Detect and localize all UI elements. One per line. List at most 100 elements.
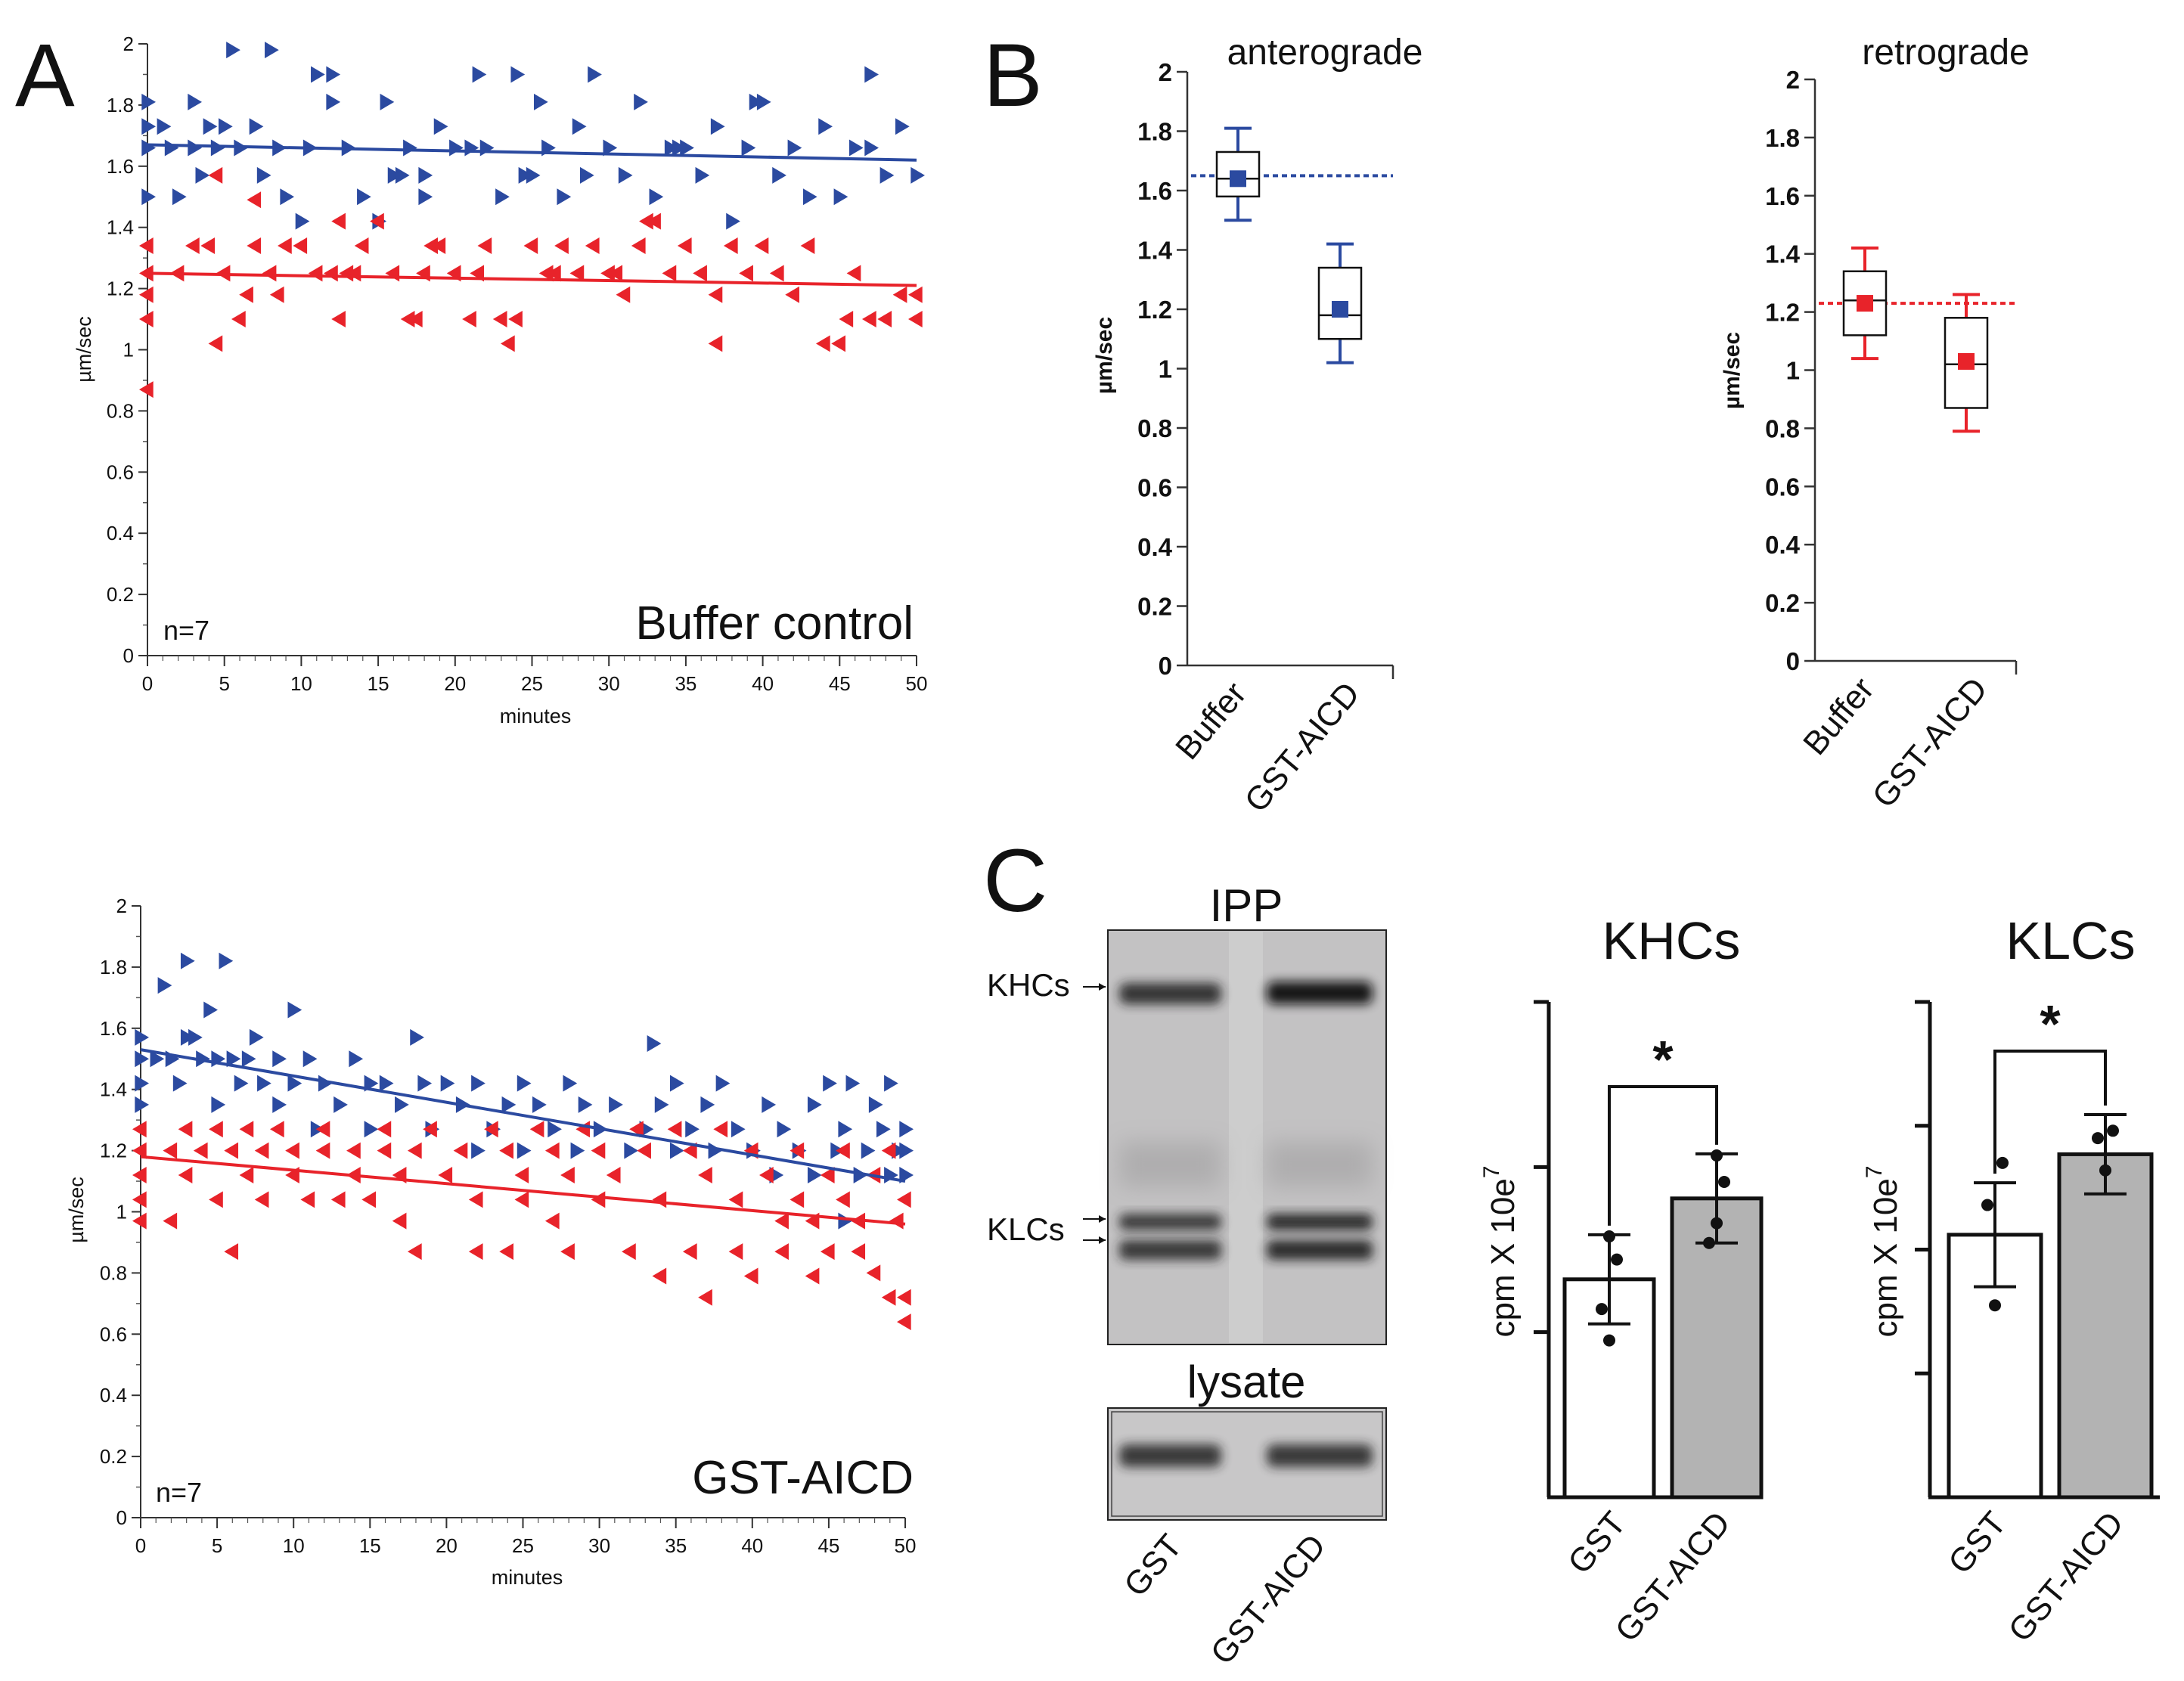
y-tick-label: 1 — [1786, 357, 1800, 385]
retrograde-marker — [508, 311, 523, 328]
chart-title: KHCs — [1602, 911, 1741, 970]
anterograde-marker — [588, 66, 602, 83]
retrograde-marker — [132, 1121, 147, 1138]
anterograde-marker — [501, 1096, 517, 1113]
y-axis-label: µm/sec — [1720, 332, 1745, 409]
klc-arrowhead-1 — [1099, 1215, 1106, 1223]
anterograde-marker — [226, 42, 240, 59]
retrograde-marker — [293, 237, 308, 254]
anterograde-marker — [695, 166, 710, 184]
retrograde-marker — [652, 1267, 667, 1285]
y-tick-label: 0.6 — [1137, 474, 1172, 502]
retrograde-marker — [385, 265, 400, 282]
anterograde-marker — [196, 1050, 210, 1068]
retrograde-marker — [682, 1142, 697, 1159]
anterograde-marker — [570, 1142, 585, 1159]
data-point — [1611, 1253, 1623, 1266]
x-tick-label: 30 — [598, 672, 620, 695]
anterograde-marker — [672, 139, 687, 157]
data-point — [1711, 1217, 1723, 1230]
anterograde-marker — [311, 66, 325, 83]
retrograde-marker — [529, 1121, 544, 1138]
anterograde-marker — [853, 1166, 868, 1183]
anterograde-marker — [364, 1121, 379, 1138]
anterograde-marker — [649, 188, 664, 206]
y-axis-label: µm/sec — [65, 1177, 88, 1243]
chart-title: KLCs — [2006, 911, 2135, 970]
anterograde-marker — [777, 1121, 792, 1138]
retrograde-marker — [262, 265, 277, 282]
anterograde-marker — [357, 188, 371, 206]
retrograde-marker — [408, 311, 423, 328]
retrograde-marker — [892, 286, 907, 303]
smear-gst — [1119, 1142, 1221, 1187]
x-tick-label: 5 — [219, 672, 229, 695]
anterograde-marker — [210, 139, 225, 157]
retrograde-marker — [139, 237, 154, 254]
anterograde-marker — [241, 1050, 256, 1068]
y-tick-label: 1.8 — [1137, 118, 1172, 146]
significance-star: * — [2040, 994, 2061, 1053]
western-blot: IPP KHCs KLCs lysate GST GST-AICD — [987, 880, 1387, 1672]
y-axis-label: cpm X 10e7 — [1479, 1165, 1522, 1337]
retrograde-marker — [431, 237, 446, 254]
retrograde-marker — [820, 1166, 835, 1183]
retrograde-marker — [331, 311, 346, 328]
anterograde-marker — [772, 166, 786, 184]
klc-band-label: KLCs — [987, 1211, 1065, 1247]
x-tick-label: 35 — [665, 1534, 687, 1557]
retrograde-marker — [407, 1142, 422, 1159]
anterograde-marker — [471, 1075, 486, 1092]
y-tick-label: 1 — [1159, 355, 1172, 383]
anterograde-marker — [379, 1075, 394, 1092]
retrograde-marker — [908, 286, 923, 303]
anterograde-marker — [380, 93, 395, 110]
anterograde-marker — [265, 42, 279, 59]
category-label: GST — [1561, 1505, 1633, 1581]
significance-star: * — [1652, 1030, 1674, 1089]
anterograde-marker — [203, 1001, 218, 1019]
anterograde-marker — [349, 1050, 364, 1068]
lysate-label: lysate — [1187, 1357, 1306, 1407]
retrograde-marker — [484, 1121, 498, 1138]
retrograde-marker — [769, 265, 784, 282]
x-tick-label: 10 — [283, 1534, 305, 1557]
anterograde-marker — [526, 166, 541, 184]
anterograde-marker — [302, 1050, 318, 1068]
retrograde-marker — [800, 237, 815, 254]
retrograde-marker — [247, 237, 262, 254]
anterograde-marker — [157, 977, 172, 994]
y-axis-label-exponent: 7 — [1479, 1165, 1504, 1178]
retrograde-marker — [585, 237, 600, 254]
x-tick-label: 5 — [212, 1534, 222, 1557]
anterograde-marker — [895, 118, 910, 135]
blot-lane-gap — [1229, 932, 1263, 1343]
retrograde-marker — [836, 1142, 850, 1159]
trend-lines — [147, 143, 917, 287]
n-label: n=7 — [163, 615, 209, 646]
retrograde-marker — [354, 237, 369, 254]
y-tick-label: 1.4 — [1137, 237, 1173, 265]
anterograde-marker — [833, 188, 848, 206]
anterograde-marker — [172, 1075, 188, 1092]
retrograde-marker — [693, 265, 707, 282]
x-tick-label: 20 — [444, 672, 466, 695]
retrograde-marker — [774, 1243, 789, 1261]
significance-bracket — [1993, 1050, 2107, 1174]
mean-marker — [1332, 301, 1348, 318]
x-tick-label: 30 — [588, 1534, 610, 1557]
anterograde-marker — [495, 188, 510, 206]
retrograde-marker — [132, 1212, 147, 1230]
anterograde-marker — [188, 93, 203, 110]
anterograde-marker — [180, 952, 195, 969]
retrograde-marker — [544, 1142, 560, 1159]
bars: * — [1562, 1030, 1764, 1500]
retrograde-marker — [331, 212, 346, 230]
category-label: Buffer — [1168, 675, 1253, 767]
scatter-chart-buffer-control: 0 0.2 0.4 0.6 0.8 1 1.2 1.4 1.6 1.8 2 0 5 10 15 20 25 30… — [73, 33, 927, 727]
y-tick-label: 1.6 — [1137, 177, 1172, 205]
anterograde-marker — [410, 1028, 424, 1046]
y-tick-label: 0.2 — [1765, 589, 1800, 617]
y-tick-label: 0.8 — [100, 1261, 127, 1284]
chart-title: retrograde — [1862, 33, 2029, 73]
